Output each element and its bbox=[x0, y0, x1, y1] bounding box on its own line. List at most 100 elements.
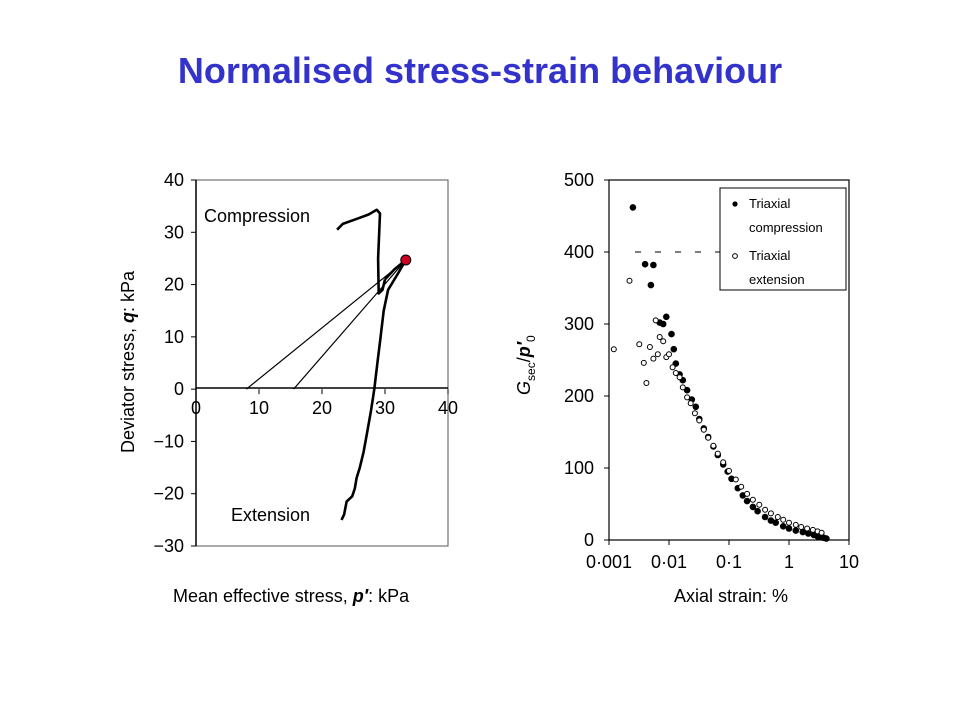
annotation-extension: Extension bbox=[231, 505, 310, 525]
legend: Triaxial compression Triaxial extension bbox=[719, 187, 847, 291]
extension-point bbox=[792, 521, 799, 528]
extension-point bbox=[636, 341, 643, 348]
extension-point bbox=[705, 434, 712, 441]
extension-point bbox=[669, 364, 676, 371]
x-tick-label: 1 bbox=[784, 552, 794, 572]
slide-title: Normalised stress-strain behaviour bbox=[177, 50, 783, 91]
extension-point bbox=[652, 317, 659, 324]
extension-point bbox=[780, 516, 787, 523]
extension-point bbox=[666, 351, 672, 358]
compression-point bbox=[761, 513, 769, 521]
x-tick-label: 10 bbox=[839, 552, 859, 572]
extension-point bbox=[679, 384, 686, 391]
extension-point bbox=[798, 524, 805, 530]
compression-point bbox=[692, 403, 700, 411]
stress-path-line bbox=[293, 259, 407, 390]
compression-point bbox=[772, 519, 780, 527]
stress-path-line bbox=[340, 258, 408, 521]
y-tick-label: −30 bbox=[153, 536, 184, 556]
x-tick-label: 40 bbox=[438, 398, 458, 418]
legend-label-extension: Triaxial extension bbox=[749, 248, 805, 287]
extension-point bbox=[714, 450, 721, 457]
y-tick-label: 300 bbox=[564, 314, 594, 334]
extension-point bbox=[660, 338, 667, 345]
extension-point bbox=[749, 496, 756, 503]
y-tick-label: 400 bbox=[564, 242, 594, 262]
extension-point bbox=[710, 442, 717, 449]
y-tick-label: 0 bbox=[174, 379, 184, 399]
x-tick-label: 30 bbox=[375, 398, 395, 418]
y-tick-label: 10 bbox=[164, 327, 184, 347]
extension-point bbox=[643, 380, 650, 386]
compression-point bbox=[785, 525, 793, 532]
stress-path-plot-area: 40 30 20 10 0 −10 −20 −30 0 10 20 30 40 bbox=[153, 170, 458, 556]
x-tick-label: 0 bbox=[191, 398, 201, 418]
legend-box bbox=[719, 187, 847, 291]
y-tick-label: −20 bbox=[153, 484, 184, 504]
compression-point bbox=[647, 281, 655, 289]
stiffness-plot-area: 500 400 300 200 100 0 0·001 0·01 0·1 1 10 bbox=[564, 170, 859, 572]
compression-point bbox=[641, 260, 649, 268]
y-tick-label: −10 bbox=[153, 431, 184, 451]
stress-path-line bbox=[336, 208, 387, 295]
extension-point bbox=[691, 410, 698, 417]
stress-path-line bbox=[246, 259, 407, 390]
stress-path-series bbox=[246, 208, 408, 521]
y-tick-label: 30 bbox=[164, 222, 184, 242]
compression-point bbox=[805, 530, 812, 537]
extension-point bbox=[700, 426, 707, 433]
legend-marker-extension bbox=[732, 253, 738, 259]
extension-point bbox=[738, 483, 745, 490]
extension-point bbox=[696, 417, 703, 424]
y-tick-label: 0 bbox=[584, 530, 594, 550]
extension-point bbox=[687, 400, 694, 407]
extension-point bbox=[610, 346, 617, 353]
compression-point bbox=[663, 313, 670, 321]
extension-point bbox=[640, 359, 647, 366]
annotation-compression: Compression bbox=[204, 206, 310, 226]
y-tick-label: 500 bbox=[564, 170, 594, 190]
extension-point bbox=[762, 506, 769, 513]
legend-marker-compression bbox=[732, 201, 738, 207]
compression-point bbox=[823, 535, 830, 542]
y-axis-label: Deviator stress, q: kPa bbox=[118, 270, 138, 453]
y-axis-label: Gsec/p′0 bbox=[514, 335, 538, 395]
x-tick-label: 0·1 bbox=[716, 552, 742, 572]
compression-point bbox=[754, 507, 761, 515]
y-tick-label: 40 bbox=[164, 170, 184, 190]
extension-point bbox=[650, 355, 657, 362]
extension-point bbox=[626, 277, 633, 284]
y-tick-label: 200 bbox=[564, 386, 594, 406]
x-tick-marks: 0·001 0·01 0·1 1 10 bbox=[586, 540, 859, 572]
y-tick-marks: 40 30 20 10 0 −10 −20 −30 bbox=[153, 170, 196, 556]
extension-point bbox=[767, 510, 774, 517]
compression-point bbox=[670, 345, 678, 353]
compression-point bbox=[668, 330, 675, 338]
extension-point bbox=[732, 476, 739, 483]
extension-point bbox=[646, 344, 653, 350]
y-tick-marks: 500 400 300 200 100 0 bbox=[564, 170, 609, 550]
x-axis-label: Mean effective stress, p′: kPa bbox=[173, 586, 410, 606]
extension-point bbox=[684, 394, 691, 401]
x-tick-label: 20 bbox=[312, 398, 332, 418]
extension-point bbox=[726, 467, 732, 474]
compression-point bbox=[650, 261, 657, 269]
stiffness-data-points bbox=[610, 204, 830, 542]
x-tick-label: 0·001 bbox=[586, 552, 632, 572]
extension-point bbox=[654, 351, 661, 358]
legend-label-compression: Triaxial compression bbox=[749, 196, 823, 235]
y-tick-label: 20 bbox=[164, 275, 184, 295]
extension-point bbox=[818, 529, 825, 536]
extension-point bbox=[744, 490, 751, 497]
extension-point bbox=[804, 525, 811, 532]
extension-point bbox=[786, 519, 792, 526]
compression-point bbox=[743, 497, 751, 505]
initial-state-marker bbox=[400, 254, 412, 266]
extension-point bbox=[774, 514, 781, 520]
compression-point bbox=[792, 527, 800, 534]
x-tick-label: 10 bbox=[249, 398, 269, 418]
extension-point bbox=[676, 374, 683, 381]
x-tick-label: 0·01 bbox=[651, 552, 687, 572]
